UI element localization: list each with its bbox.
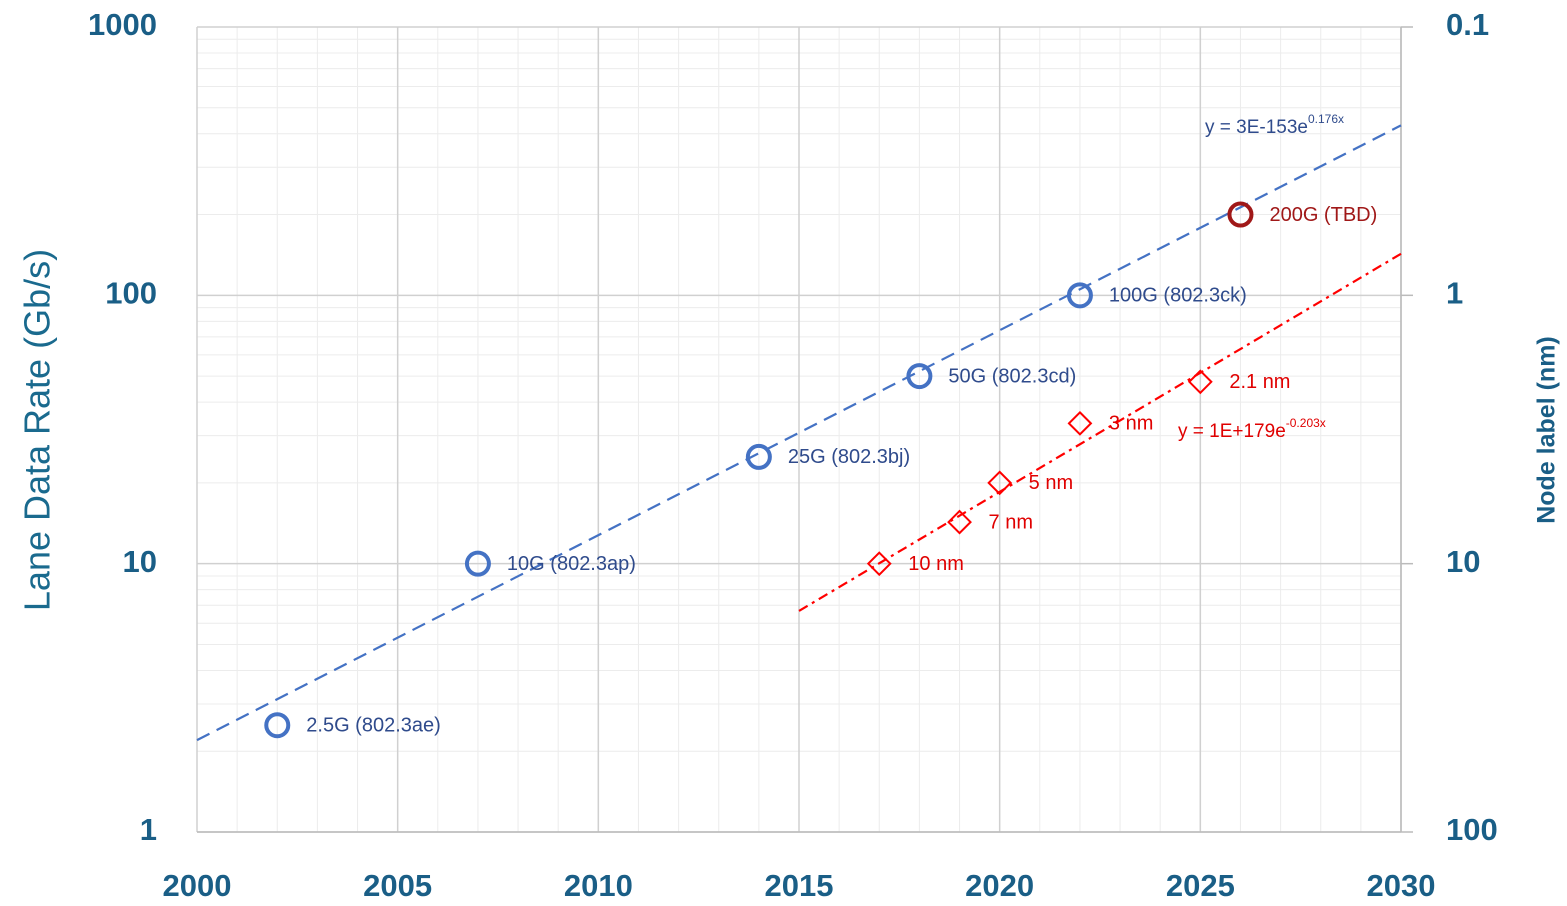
circle-marker	[1066, 282, 1093, 309]
point-label: 2.1 nm	[1229, 371, 1290, 393]
point-label: 25G (802.3bj)	[788, 446, 910, 468]
diamond-marker	[1187, 369, 1213, 395]
point-label: 100G (802.3ck)	[1109, 285, 1247, 307]
y2-tick-label: 0.1	[1446, 7, 1489, 42]
y-tick-label: 1000	[88, 7, 157, 42]
circle-marker	[745, 443, 772, 470]
point-label: 3 nm	[1109, 413, 1153, 435]
y2-tick-label: 100	[1446, 812, 1498, 847]
y-tick-label: 1	[140, 812, 157, 847]
equation-exponent: -0.203x	[1286, 416, 1326, 430]
y2-tick-label: 1	[1446, 276, 1463, 311]
x-tick-label: 2015	[765, 868, 834, 903]
trendline	[196, 124, 1402, 742]
point-label: 7 nm	[989, 511, 1033, 533]
x-tick-label: 2025	[1166, 868, 1235, 903]
x-tick-label: 2020	[965, 868, 1034, 903]
trendline-equation: y = 1E+179e-0.203x	[1178, 416, 1326, 442]
x-tick-label: 2010	[564, 868, 633, 903]
y-tick-label: 10	[123, 544, 157, 579]
diamond-marker	[1067, 410, 1093, 436]
circle-marker	[464, 550, 491, 577]
x-tick-label: 2000	[163, 868, 232, 903]
circle-marker	[1227, 201, 1254, 228]
y-tick-label: 100	[105, 276, 157, 311]
point-label: 200G (TBD)	[1269, 204, 1377, 226]
equation-exponent: 0.176x	[1308, 112, 1344, 126]
y2-tick-label: 10	[1446, 544, 1480, 579]
equation-base: y = 3E-153e	[1205, 117, 1308, 138]
diamond-marker	[947, 509, 972, 535]
equation-base: y = 1E+179e	[1178, 421, 1286, 442]
x-tick-label: 2030	[1367, 868, 1436, 903]
y2-axis-title: Node label (nm)	[1533, 336, 1561, 524]
point-label: 50G (802.3cd)	[948, 365, 1076, 387]
trendline	[798, 252, 1402, 612]
point-label: 5 nm	[1029, 472, 1073, 494]
diamond-marker	[987, 470, 1013, 496]
y-axis-title: Lane Data Rate (Gb/s)	[17, 249, 58, 611]
circle-marker	[906, 363, 933, 390]
trendline-equation: y = 3E-153e0.176x	[1205, 112, 1344, 138]
diamond-marker	[866, 551, 892, 577]
point-label: 10G (802.3ap)	[507, 553, 636, 575]
circle-marker	[264, 712, 291, 739]
point-label: 2.5G (802.3ae)	[306, 715, 441, 737]
point-label: 10 nm	[908, 553, 964, 575]
x-tick-label: 2005	[363, 868, 432, 903]
